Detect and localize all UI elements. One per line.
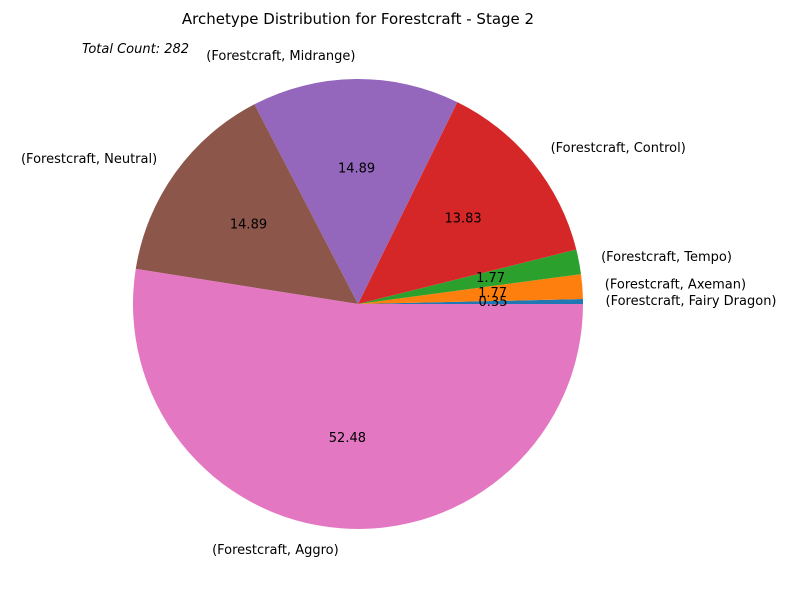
pie-slice [358, 274, 583, 304]
total-count-annotation: Total Count: 282 [82, 42, 189, 57]
slice-label: (Forestcraft, Midrange) [206, 49, 355, 64]
slice-percent-label: 14.89 [230, 218, 267, 233]
slice-percent-label: 1.77 [476, 271, 505, 286]
slice-label: (Forestcraft, Control) [551, 141, 686, 156]
slice-percent-label: 52.48 [329, 431, 366, 446]
pie-labels: (Forestcraft, Fairy Dragon) 0.35 (Forestcr… [21, 49, 777, 558]
pie-slice [133, 268, 583, 530]
slice-percent-label: 0.35 [479, 295, 508, 310]
slice-percent-label: 14.89 [338, 162, 375, 177]
slice-label: (Forestcraft, Fairy Dragon) [606, 294, 777, 309]
pie-slice [358, 102, 577, 304]
chart-title: Archetype Distribution for Forestcraft -… [182, 10, 534, 28]
pie-slice [135, 104, 358, 304]
slice-label: (Forestcraft, Aggro) [212, 543, 339, 558]
pie-slice [254, 79, 458, 305]
pie-slice [358, 249, 582, 304]
slice-percent-label: 13.83 [444, 212, 481, 227]
slice-label: (Forestcraft, Neutral) [21, 152, 157, 167]
slice-label: (Forestcraft, Axeman) [605, 277, 746, 292]
slice-percent-label: 1.77 [478, 286, 507, 301]
slice-label: (Forestcraft, Tempo) [601, 250, 732, 265]
pie-slices [133, 79, 584, 530]
pie-slice [358, 299, 584, 304]
